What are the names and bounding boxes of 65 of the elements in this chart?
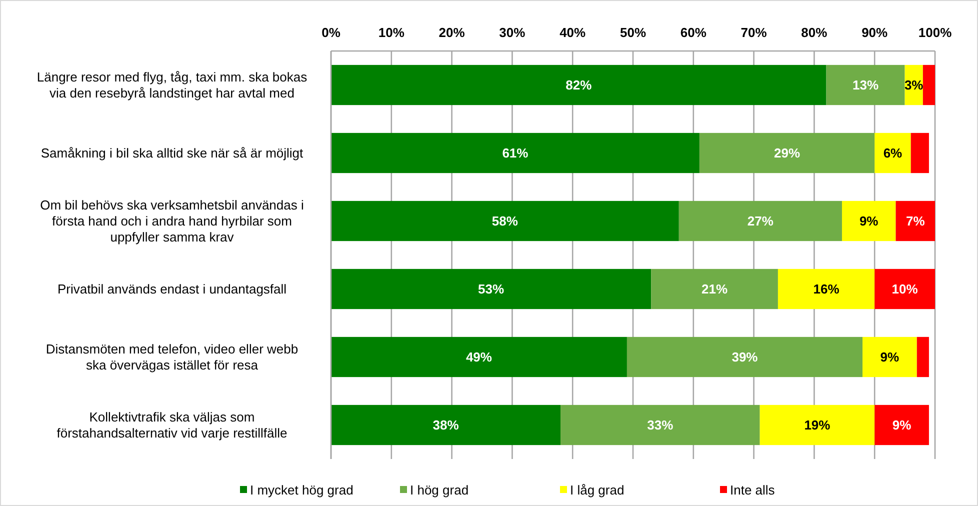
bar xyxy=(910,132,929,174)
bar xyxy=(922,64,935,106)
x-tick-label: 40% xyxy=(560,25,586,40)
bar xyxy=(678,200,842,242)
data-label: 29% xyxy=(774,146,800,161)
x-tick-label: 10% xyxy=(378,25,405,40)
bar xyxy=(699,132,875,174)
data-label: 49% xyxy=(466,350,492,365)
data-label: 6% xyxy=(883,146,903,161)
data-label: 9% xyxy=(859,214,879,229)
data-label: 13% xyxy=(852,78,879,93)
bar xyxy=(874,404,929,446)
legend-label: I låg grad xyxy=(570,482,624,498)
bar xyxy=(331,404,561,446)
data-label: 53% xyxy=(478,282,505,297)
data-label: 21% xyxy=(702,282,728,297)
bar xyxy=(842,200,896,242)
bar xyxy=(331,336,627,378)
y-tick-label: Samåkning i bil ska alltid ske när så är möjligt xyxy=(40,146,304,161)
data-label: 19% xyxy=(804,418,831,433)
data-label: 16% xyxy=(813,282,840,297)
data-label: 33% xyxy=(647,418,674,433)
bar xyxy=(331,132,700,174)
data-label: 61% xyxy=(502,146,529,161)
bar xyxy=(778,268,875,310)
bar xyxy=(331,268,652,310)
data-label: 27% xyxy=(747,214,774,229)
legend-label: I hög grad xyxy=(410,482,469,498)
data-label: 10% xyxy=(892,282,918,297)
data-label: 39% xyxy=(732,350,758,365)
x-tick-label: 30% xyxy=(499,25,526,40)
data-label: 9% xyxy=(880,350,900,365)
x-tick-label: 90% xyxy=(862,25,888,40)
x-tick-label: 20% xyxy=(438,25,466,40)
y-tick-label: Om bil behövs ska verksamhetsbil användas i första hand och i andra hand hyrbilar som uppfyller samma krav xyxy=(40,198,304,245)
bar xyxy=(874,132,911,174)
y-tick-label: Kollektivtrafik ska väljas som förstahandsalternativ vid varje restillfälle xyxy=(56,410,288,441)
data-label: 82% xyxy=(566,78,592,93)
y-tick-label: Privatbil används endast i undantagsfall xyxy=(57,282,287,297)
data-label: 9% xyxy=(892,418,912,433)
x-tick-label: 50% xyxy=(620,25,646,40)
x-tick-label: 70% xyxy=(740,25,768,40)
bar xyxy=(896,200,935,242)
x-tick-label: 80% xyxy=(801,25,828,40)
y-tick-label: Längre resor med flyg, tåg, taxi mm. ska bokas via den resebyrå landstinget har avtal med xyxy=(36,70,308,101)
data-label: 3% xyxy=(904,78,924,93)
legend-label: I mycket hög grad xyxy=(250,482,354,498)
bar xyxy=(331,64,826,106)
bar xyxy=(874,268,935,310)
data-label: 58% xyxy=(492,214,518,229)
bar xyxy=(826,64,905,106)
y-tick-label: Distansmöten med telefon, video eller webb ska övervägas istället för resa xyxy=(46,342,298,373)
x-tick-label: 100% xyxy=(918,25,952,40)
x-tick-label: 0% xyxy=(322,25,341,40)
bar xyxy=(626,336,863,378)
data-label: 7% xyxy=(906,214,926,229)
bar xyxy=(651,268,778,310)
x-tick-label: 60% xyxy=(680,25,707,40)
bar xyxy=(862,336,917,378)
bar xyxy=(760,404,875,446)
legend-label: Inte alls xyxy=(730,482,776,498)
bar xyxy=(331,200,679,242)
bar xyxy=(916,336,929,378)
data-label: 38% xyxy=(432,418,460,433)
bar xyxy=(560,404,760,446)
